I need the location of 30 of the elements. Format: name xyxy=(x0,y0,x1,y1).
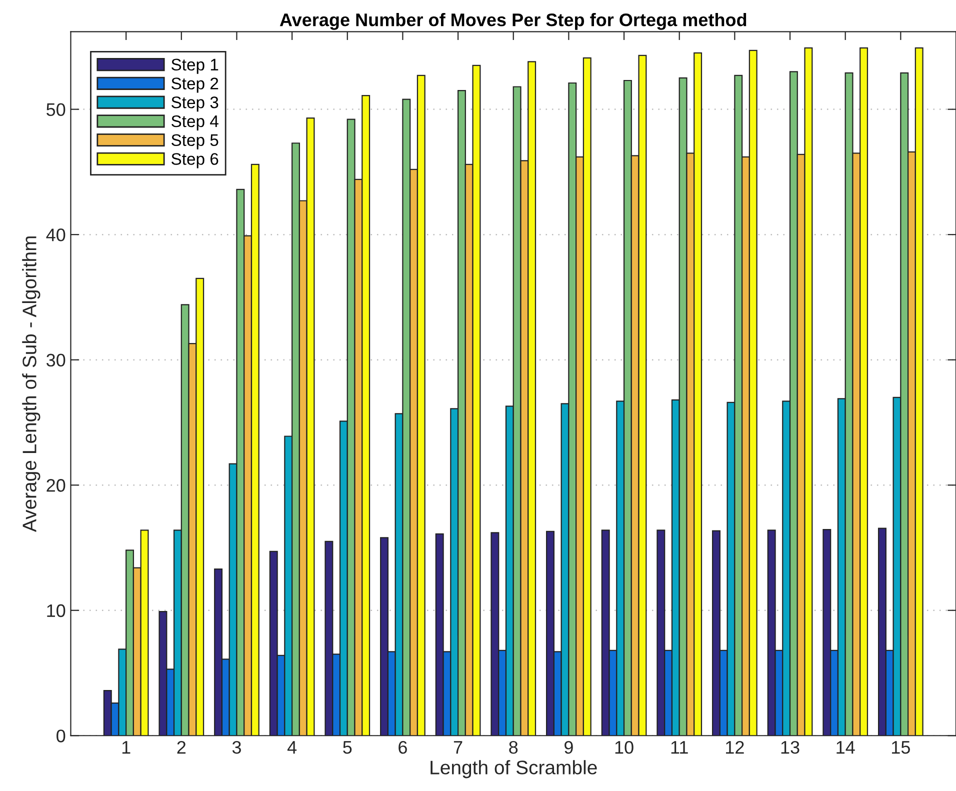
legend-label: Step 5 xyxy=(172,134,218,150)
x-tick-label: 5 xyxy=(343,741,352,754)
x-tick-label: 11 xyxy=(671,741,688,754)
x-tick-label: 13 xyxy=(781,740,800,754)
y-tick-label: 20 xyxy=(46,479,66,492)
y-tick-label: 40 xyxy=(46,228,66,242)
x-tick-label: 6 xyxy=(398,740,407,754)
x-tick-label: 12 xyxy=(726,740,744,754)
x-tick-label: 2 xyxy=(177,740,186,754)
y-tick-label: 30 xyxy=(46,354,66,367)
y-axis-title: Average Length of Sub - Algorithm xyxy=(22,236,40,532)
x-tick-label: 14 xyxy=(836,741,855,754)
x-tick-label: 15 xyxy=(892,741,910,754)
chart-title: Average Number of Moves Per Step for Ortega method xyxy=(280,13,746,30)
legend-label: Step 6 xyxy=(172,153,218,168)
x-axis-title: Length of Scramble xyxy=(430,760,597,778)
y-tick-label: 10 xyxy=(47,604,66,618)
x-tick-label: 10 xyxy=(615,740,634,754)
y-tick-label: 50 xyxy=(46,103,66,116)
x-tick-label: 3 xyxy=(232,740,241,754)
legend-label: Step 2 xyxy=(172,78,218,93)
y-tick-label: 0 xyxy=(56,730,66,742)
legend-label: Step 4 xyxy=(172,115,218,130)
legend-label: Step 1 xyxy=(172,58,218,74)
x-tick-label: 9 xyxy=(564,740,573,754)
x-tick-label: 8 xyxy=(509,740,518,754)
x-tick-label: 7 xyxy=(454,741,462,754)
x-tick-label: 1 xyxy=(122,741,130,754)
legend-label: Step 3 xyxy=(172,96,218,112)
x-tick-label: 4 xyxy=(287,741,297,754)
